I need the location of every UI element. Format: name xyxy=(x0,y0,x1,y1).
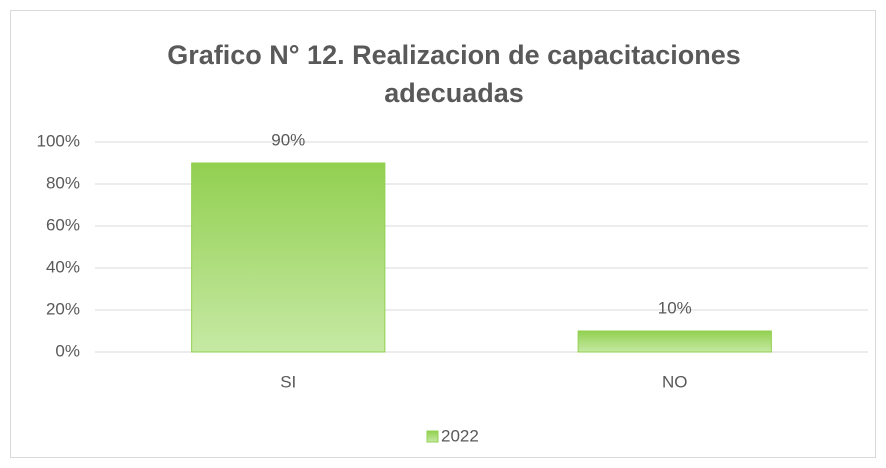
data-label: 10% xyxy=(658,298,692,317)
y-tick-label: 20% xyxy=(46,299,80,318)
y-tick-label: 0% xyxy=(55,341,80,360)
chart-title: Grafico N° 12. Realizacion de capacitaci… xyxy=(167,40,741,108)
legend-label: 2022 xyxy=(441,426,479,445)
chart-border xyxy=(10,10,876,458)
legend-swatch xyxy=(426,430,439,443)
x-tick-label: NO xyxy=(662,372,688,391)
y-tick-label: 40% xyxy=(46,257,80,276)
data-label: 90% xyxy=(271,130,305,149)
y-tick-label: 100% xyxy=(37,131,80,150)
x-tick-label: SI xyxy=(280,372,296,391)
y-tick-label: 60% xyxy=(46,215,80,234)
bar xyxy=(191,162,386,353)
y-tick-label: 80% xyxy=(46,173,80,192)
bar xyxy=(577,330,772,353)
